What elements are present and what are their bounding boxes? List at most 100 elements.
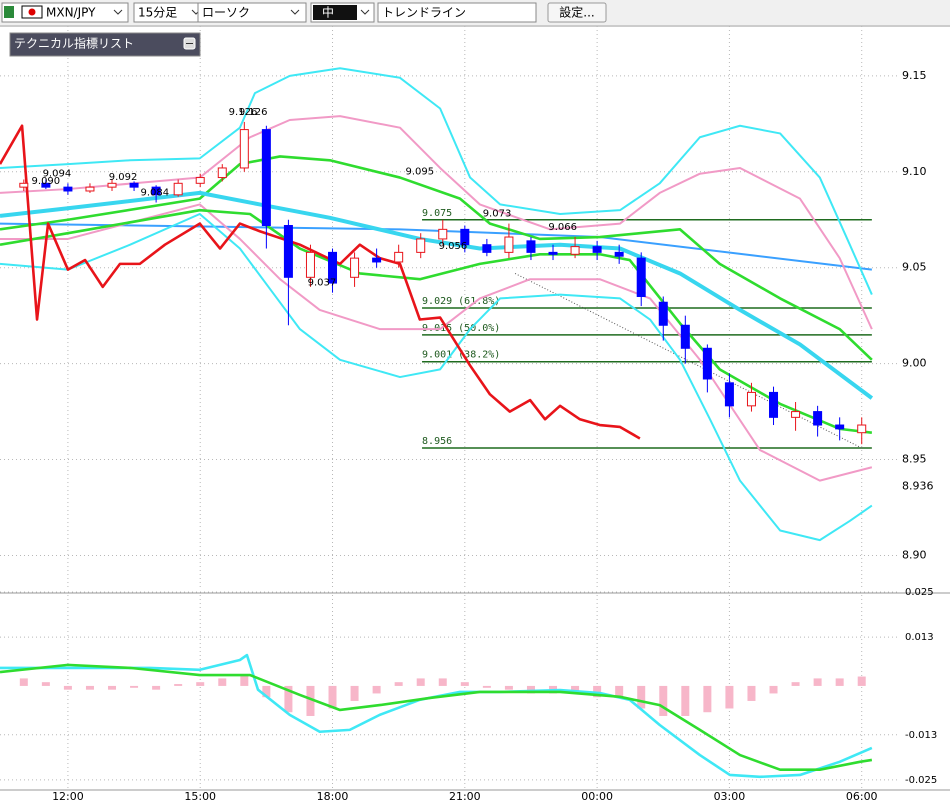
timeframe: 15分足 [138,6,177,20]
histogram-bar [791,682,800,686]
candle-body [769,391,779,418]
histogram-bar [328,685,337,709]
histogram-bar [19,678,28,686]
candle-body [614,251,624,257]
candle-body [746,391,756,407]
price-annotation: 9.094 [43,168,72,179]
histogram-bar [41,682,50,686]
x-tick-label: 21:00 [449,790,481,803]
dropdown-arrow [360,9,370,15]
fib-label: 9.001 (38.2%) [422,350,500,361]
candle-body [724,382,734,407]
line-series [0,213,873,542]
line-series [0,208,873,434]
candle-body [239,129,249,169]
histogram-bar [504,685,513,690]
candle-body [548,251,558,255]
indicator-panel[interactable]: テクニカル指標リスト [9,32,201,57]
symbol: MXN/JPY [46,6,96,20]
candle-body [85,186,95,192]
price-annotation: 9.066 [548,222,577,233]
tool-select[interactable] [377,2,537,23]
candle-body [680,324,690,349]
candle-body [283,225,293,278]
price-annotation: 9.073 [483,209,512,220]
candle-body [813,411,823,426]
histogram-bar [196,682,205,686]
y-tick-label: -0.025 [905,775,937,786]
settings-label: 設定... [559,5,594,20]
candle-body [173,182,183,196]
flag [4,6,14,18]
y-tick-label: 9.00 [902,357,927,370]
histogram-bar [747,685,756,701]
settings-button[interactable] [547,2,607,23]
dropdown-arrow [290,9,300,15]
y-tick-label: 0.025 [905,587,934,598]
line-series [0,124,641,440]
histogram-bar [769,685,778,694]
plot: 12:00 15:00 18:00 21:00 00:00 03:00 06:00 9.15 9… [0,25,950,803]
price-annotation: 9.126 [229,107,258,118]
x-tick-label: 06:00 [846,790,878,803]
candle-body [372,257,382,263]
histogram-bar [438,678,447,686]
candle-body [857,424,867,434]
candle-body [504,236,514,253]
histogram-bar [240,674,249,686]
histogram-bar [63,685,72,690]
y-tick-label: 9.15 [902,69,927,82]
histogram-bar [416,678,425,686]
candle-body [63,186,73,192]
histogram-bar [350,685,359,701]
tool: トレンドライン [382,6,466,20]
price-annotation: 9.092 [109,172,138,183]
y-tick-label: 8.90 [902,548,927,561]
histogram-bar [571,685,580,694]
histogram-bar [681,685,690,716]
price-annotation: 9.056 [439,241,468,252]
x-tick-label: 15:00 [184,790,216,803]
histogram-bar [835,678,844,686]
candle-body [526,240,536,253]
price-annotation: 9.090 [32,176,61,187]
line-series [0,115,873,330]
candle-body [217,167,227,179]
x-tick-label: 12:00 [52,790,84,803]
line-series [0,190,874,400]
histogram-bar [85,685,94,690]
candle-body [151,186,161,196]
histogram-bar [482,685,491,688]
candle-body [570,246,580,255]
indicator-panel-bg[interactable] [9,32,201,57]
candle-body [328,251,338,284]
indicator-panel-title: テクニカル指標リスト [14,36,134,51]
histogram-bar [174,684,183,686]
fib-label: 8.956 [422,436,452,447]
candle-body [107,182,117,188]
y-tick-label: 8.95 [902,453,927,466]
chart-style: ローソク [202,6,250,20]
line-series [0,67,873,295]
histogram-bar [218,678,227,686]
flag-dot [28,8,36,16]
current-price-label: 8.936 [902,479,934,492]
histogram-bar [637,685,646,709]
candle-body [636,257,646,297]
fib-label: 9.015 (50.0%) [422,323,500,334]
histogram-bar [615,685,624,698]
histogram-bar [306,685,315,716]
chart-style-select[interactable] [197,2,307,23]
candle-body [791,411,801,418]
candle-body [195,177,205,184]
histogram-bar [394,682,403,686]
candle-body [438,228,448,240]
candle-body [261,129,271,227]
candle-body [305,251,315,278]
price-annotation: 9.037 [308,278,337,289]
histogram-bar [372,685,381,694]
histogram-bar [284,685,293,713]
candle-body [592,246,602,253]
histogram-bar [130,685,139,688]
